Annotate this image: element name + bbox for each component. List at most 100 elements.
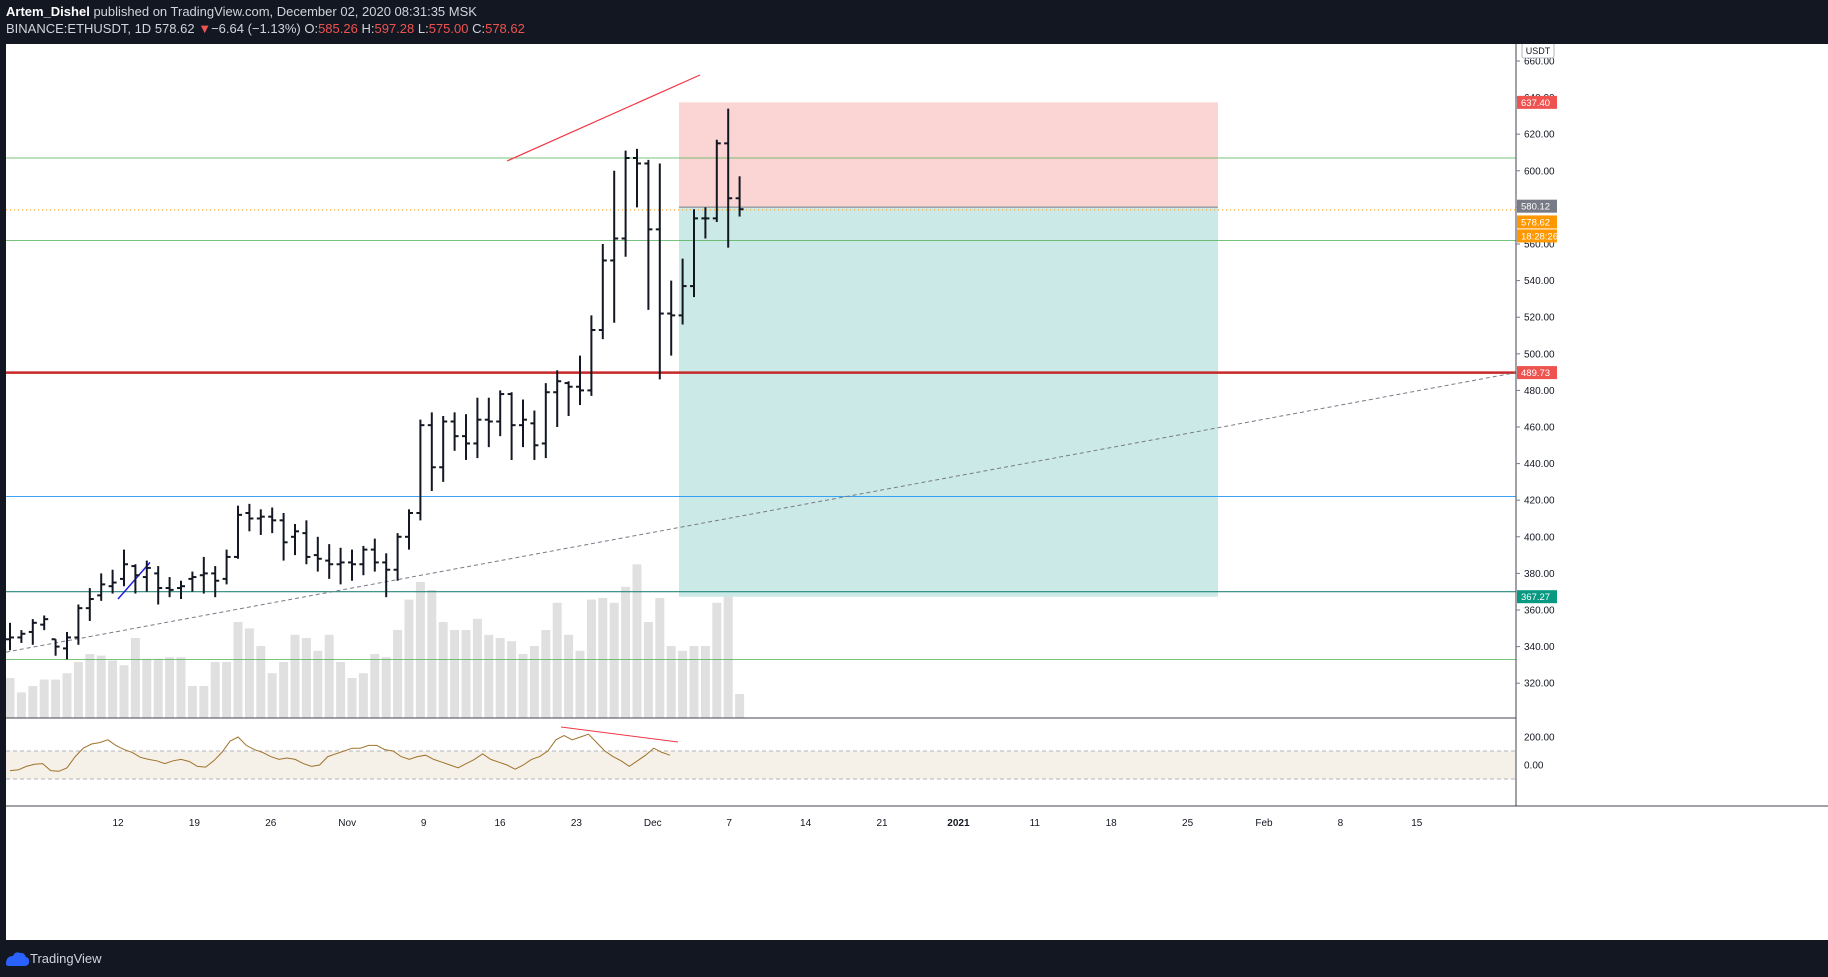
ohlc-bar	[393, 533, 402, 581]
resistance-price-tag: 489.73	[1517, 366, 1557, 380]
time-tick-label: 21	[876, 818, 888, 829]
author-name[interactable]: Artem_Dishel	[6, 4, 90, 19]
ohlc-bar	[496, 390, 505, 437]
target-price-tag-bg	[1517, 95, 1557, 109]
volume-bar	[267, 673, 277, 718]
last-price-tag: 578.62	[1517, 215, 1557, 229]
ohlc-bar	[177, 580, 185, 600]
entry-price-tag-bg	[1517, 199, 1557, 213]
resistance-price-tag-text: 489.73	[1521, 368, 1550, 379]
ohlc-bar	[154, 566, 163, 605]
stop-price-tag: 367.27	[1517, 590, 1557, 604]
volume-bar	[244, 628, 254, 718]
volume-bar	[73, 662, 83, 718]
symbol-legend: BINANCE:ETHUSDT, 1D 578.62 ▼−6.64 (−1.13…	[6, 21, 525, 36]
down-arrow-icon: ▼	[198, 21, 212, 36]
volume-bar	[290, 634, 300, 718]
ohlc-bar	[541, 383, 550, 459]
ohlc-bar	[553, 370, 562, 427]
currency-button[interactable]: USDT	[1521, 44, 1555, 59]
volume-bar	[450, 630, 460, 718]
ohlc-bar	[690, 209, 698, 298]
stop-price-tag-bg	[1517, 590, 1557, 604]
volume-bar	[301, 638, 311, 718]
currency-button-label: USDT	[1526, 46, 1551, 56]
ohlc-bar	[439, 416, 448, 482]
volume-bar	[347, 678, 357, 718]
close-value: 578.62	[485, 21, 525, 36]
time-tick-label: Dec	[644, 818, 662, 829]
volume-bar	[609, 602, 619, 718]
publish-header: Artem_Dishel published on TradingView.co…	[0, 0, 1828, 44]
volume-bar	[495, 638, 505, 718]
volume-bar	[6, 678, 15, 718]
ohlc-bar	[97, 573, 106, 601]
volume-bar	[313, 650, 323, 718]
volume-bar	[575, 650, 585, 718]
chart-area[interactable]: 660.00640.00620.00600.00580.00560.00540.…	[6, 44, 1828, 940]
ohlc-bar	[427, 412, 436, 492]
volume-bar	[484, 634, 494, 718]
ohlc-bar	[370, 538, 379, 572]
volume-bar	[358, 673, 368, 718]
time-tick-label: 18	[1106, 818, 1118, 829]
price-tick-label: 340.00	[1524, 642, 1555, 653]
volume-bar	[279, 662, 289, 718]
volume-bar	[564, 634, 574, 718]
ohlc-bar	[484, 397, 493, 448]
symbol-ticker[interactable]: BINANCE:ETHUSDT, 1D	[6, 21, 152, 36]
open-value: 585.26	[318, 21, 358, 36]
ohlc-bar	[6, 622, 14, 651]
price-tick-label: 480.00	[1524, 386, 1555, 397]
ohlc-bar	[519, 399, 527, 448]
chart-canvas[interactable]: 660.00640.00620.00600.00580.00560.00540.…	[6, 44, 1828, 940]
ohlc-bars	[6, 108, 744, 660]
horizontal-lines	[6, 157, 1516, 660]
footer-bar: TradingView	[0, 940, 1828, 977]
ohlc-bar	[199, 556, 208, 594]
volume-bar	[381, 657, 391, 718]
volume-bar	[233, 622, 243, 718]
ohlc-bar	[598, 244, 607, 340]
ohlc-bar	[678, 258, 687, 325]
ohlc-bar	[712, 139, 721, 223]
cci-divergence-line	[560, 726, 679, 743]
ohlc-bar	[245, 503, 254, 532]
target-price-tag-text: 637.40	[1521, 98, 1550, 109]
ohlc-bar	[576, 355, 584, 406]
volume-bars	[6, 564, 745, 718]
ohlc-bar	[359, 545, 368, 576]
cci-band	[6, 751, 1516, 779]
ohlc-bar	[28, 619, 37, 645]
volume-bar	[142, 658, 152, 718]
volume-bar	[586, 599, 596, 718]
ohlc-bar	[644, 159, 653, 310]
countdown-tag-bg	[1517, 229, 1557, 243]
footer-brand[interactable]: TradingView	[30, 951, 102, 966]
ohlc-bar	[268, 507, 277, 534]
time-tick-label: 14	[800, 818, 812, 829]
volume-bar	[632, 564, 642, 718]
low-value: 575.00	[428, 21, 469, 36]
volume-bar	[199, 686, 209, 718]
price-tick-label: 620.00	[1524, 130, 1555, 141]
ohlc-bar	[302, 520, 311, 565]
volume-bar	[541, 630, 551, 718]
ohlc-bar	[655, 163, 664, 380]
axes: 660.00640.00620.00600.00580.00560.00540.…	[6, 44, 1828, 829]
volume-bar	[28, 686, 38, 718]
resistance-price-tag-bg	[1517, 366, 1557, 380]
time-tick-label: 8	[1338, 818, 1344, 829]
price-tick-label: 420.00	[1524, 496, 1555, 507]
high-label: H:	[361, 21, 375, 36]
volume-bar	[518, 654, 528, 718]
volume-bar	[256, 646, 266, 718]
price-tick-label: 660.00	[1524, 57, 1555, 68]
volume-bar	[16, 692, 26, 718]
ohlc-bar	[507, 392, 516, 460]
volume-bar	[655, 598, 665, 718]
ohlc-bar	[313, 536, 322, 572]
volume-bar	[222, 662, 232, 718]
volume-bar	[51, 679, 61, 718]
stop-loss-zone	[679, 102, 1218, 208]
